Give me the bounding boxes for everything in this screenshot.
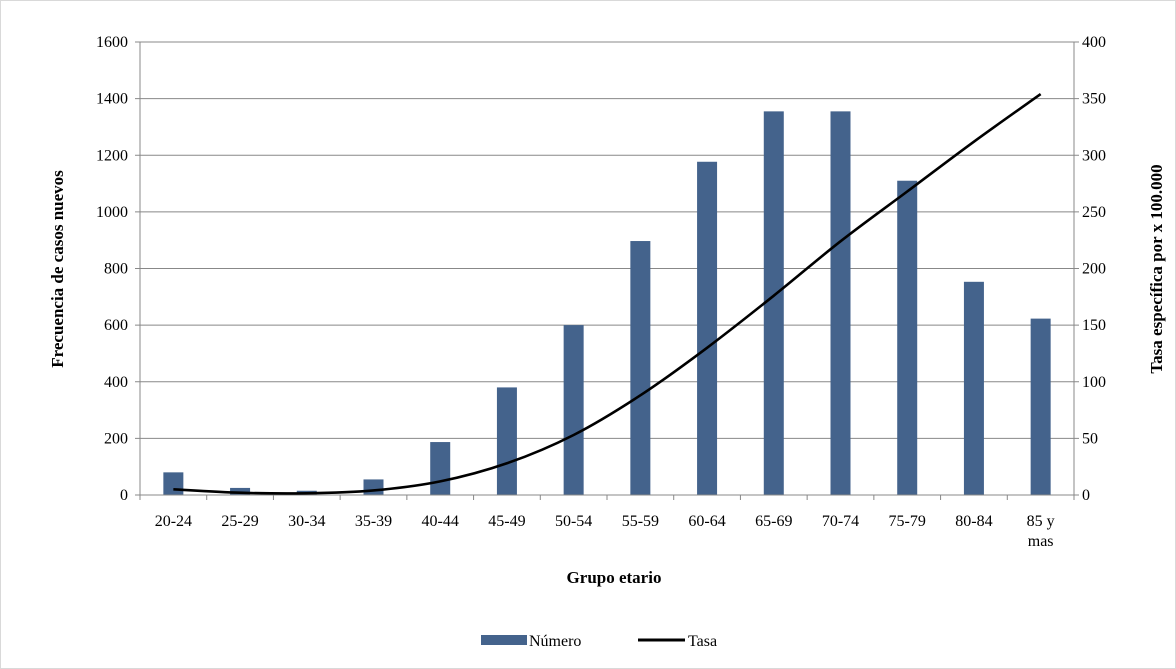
y2-tick-label: 400 bbox=[1082, 34, 1106, 51]
x-axis-ticks: 20-24 25-29 30-34 35-39 40-44 45-49 50-54 55-59… bbox=[139, 495, 1075, 550]
y2-tick-label: 350 bbox=[1082, 91, 1106, 108]
gridlines bbox=[140, 41, 1074, 439]
x-tick-label: 35-39 bbox=[355, 513, 392, 530]
x-axis-title: Grupo etario bbox=[567, 568, 662, 587]
x-tick-label: 75-79 bbox=[889, 513, 926, 530]
y-axis-ticks: 0 200 400 600 800 1000 1200 1400 1600 bbox=[96, 34, 140, 504]
y-tick-label: 400 bbox=[104, 374, 128, 391]
bar-series bbox=[163, 111, 1051, 495]
y-tick-label: 0 bbox=[120, 487, 128, 504]
bar bbox=[897, 180, 918, 495]
x-tick-label: 50-54 bbox=[555, 513, 592, 530]
bar bbox=[830, 111, 851, 495]
x-tick-label: 55-59 bbox=[622, 513, 659, 530]
y2-axis-title: Tasa específica por x 100.000 bbox=[1147, 164, 1166, 373]
y2-tick-label: 100 bbox=[1082, 374, 1106, 391]
y2-tick-label: 200 bbox=[1082, 261, 1106, 278]
y-tick-label: 1400 bbox=[96, 91, 128, 108]
tasa-line bbox=[173, 93, 1042, 495]
y2-axis-ticks: 0 50 100 150 200 250 300 350 400 bbox=[1074, 34, 1106, 504]
y-tick-label: 1200 bbox=[96, 147, 128, 164]
y2-tick-label: 50 bbox=[1082, 430, 1098, 447]
y2-tick-label: 300 bbox=[1082, 147, 1106, 164]
legend: Número Tasa bbox=[481, 633, 717, 650]
y-tick-label: 1600 bbox=[96, 34, 128, 51]
legend-label-numero: Número bbox=[529, 633, 581, 650]
bar bbox=[697, 161, 718, 495]
y2-tick-label: 250 bbox=[1082, 204, 1106, 221]
y-tick-label: 600 bbox=[104, 317, 128, 334]
x-tick-label: 60-64 bbox=[688, 513, 725, 530]
x-tick-label: 20-24 bbox=[155, 513, 192, 530]
bar bbox=[1030, 318, 1051, 495]
bar bbox=[563, 325, 584, 495]
bar bbox=[630, 241, 651, 495]
x-tick-label: 70-74 bbox=[822, 513, 859, 530]
y-tick-label: 800 bbox=[104, 261, 128, 278]
x-tick-label: 45-49 bbox=[488, 513, 525, 530]
x-tick-label: 80-84 bbox=[955, 513, 992, 530]
x-tick-label: 40-44 bbox=[422, 513, 459, 530]
y2-tick-label: 150 bbox=[1082, 317, 1106, 334]
legend-swatch-numero bbox=[481, 635, 527, 645]
y2-tick-label: 0 bbox=[1082, 487, 1090, 504]
line-series bbox=[173, 93, 1042, 495]
legend-label-tasa: Tasa bbox=[688, 633, 717, 650]
bar bbox=[163, 472, 184, 495]
bar bbox=[496, 387, 517, 495]
y-tick-label: 1000 bbox=[96, 204, 128, 221]
bar bbox=[430, 442, 451, 495]
bar bbox=[363, 479, 384, 495]
y-tick-label: 200 bbox=[104, 430, 128, 447]
bar bbox=[763, 111, 784, 495]
y-axis-title: Frecuencia de casos nuevos bbox=[48, 170, 67, 368]
bar bbox=[963, 281, 984, 495]
x-tick-label: 85 y mas bbox=[1027, 513, 1055, 550]
x-tick-label: 30-34 bbox=[288, 513, 325, 530]
x-tick-label: 65-69 bbox=[755, 513, 792, 530]
x-tick-label: 25-29 bbox=[221, 513, 258, 530]
